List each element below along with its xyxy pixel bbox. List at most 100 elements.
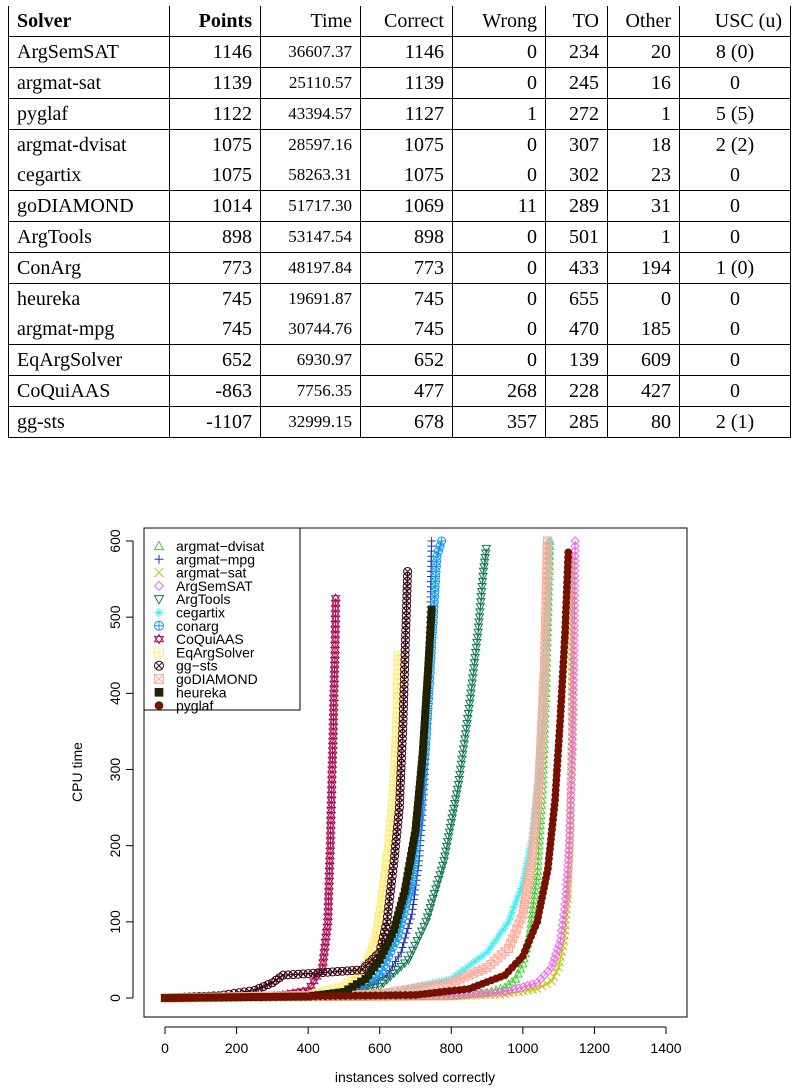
data-point [461, 989, 471, 1000]
data-point [382, 976, 392, 985]
data-point [518, 981, 529, 992]
data-point [531, 875, 542, 885]
cell-correct: 477 [360, 375, 453, 407]
cell-to: 655 [545, 283, 608, 314]
data-point [467, 960, 476, 969]
cell-wrong: 0 [452, 67, 546, 99]
cell-wrong: 1 [452, 98, 546, 130]
data-point [466, 989, 476, 1000]
header-wrong: Wrong [452, 6, 546, 37]
cell-to: 289 [545, 190, 608, 222]
legend-marker [154, 701, 164, 710]
data-point [514, 983, 524, 993]
cell-solver: cegartix [8, 160, 170, 191]
cell-wrong: 0 [452, 252, 546, 284]
table-row: goDIAMOND 1014 51717.30 1069 11 289 31 0 [8, 190, 791, 222]
data-point [535, 825, 545, 835]
data-point [396, 962, 407, 972]
data-point [515, 963, 526, 973]
data-point [532, 866, 543, 875]
data-point [529, 890, 540, 899]
cell-points: -863 [169, 375, 261, 407]
data-point [537, 981, 547, 991]
data-point [500, 987, 510, 997]
data-point [470, 654, 480, 663]
y-tick-label: 200 [107, 834, 123, 858]
data-point [508, 908, 517, 917]
cell-usc: 1 (0) [679, 252, 791, 284]
data-point [486, 943, 495, 952]
data-point [374, 982, 385, 992]
data-point [569, 580, 580, 591]
data-point [410, 890, 419, 899]
cell-points: 1014 [169, 190, 261, 222]
cell-solver: ArgTools [8, 221, 170, 253]
data-point [467, 674, 478, 684]
table-row: CoQuiAAS -863 7756.35 477 268 228 427 0 [8, 375, 791, 407]
x-tick-label: 1200 [579, 1040, 610, 1056]
data-point [469, 659, 480, 668]
y-tick-label: 100 [107, 910, 123, 934]
cell-points: 652 [169, 344, 261, 376]
cell-points: 1139 [169, 67, 261, 99]
cell-usc: 2 (1) [679, 406, 791, 438]
x-tick-label: 600 [368, 1040, 392, 1056]
data-point [483, 948, 492, 957]
cell-wrong: 0 [452, 283, 546, 314]
cell-usc: 8 (0) [679, 36, 791, 68]
data-point [555, 957, 565, 967]
data-point [451, 971, 460, 980]
cell-to: 139 [545, 344, 608, 376]
data-point [368, 942, 378, 952]
x-tick-label: 400 [296, 1040, 320, 1056]
data-point [375, 970, 385, 980]
cell-time: 32999.15 [260, 406, 361, 438]
data-point [399, 938, 408, 947]
data-point [554, 963, 563, 972]
cell-time: 53147.54 [260, 221, 361, 253]
data-point [467, 679, 478, 689]
data-point [403, 924, 412, 933]
data-point [562, 879, 572, 890]
data-point [489, 939, 498, 948]
cell-time: 28597.16 [260, 129, 361, 160]
data-point [369, 983, 380, 993]
cell-to: 245 [545, 67, 608, 99]
data-point [403, 956, 414, 965]
data-point [435, 541, 445, 551]
data-point [545, 542, 554, 551]
data-point [405, 951, 416, 961]
header-usc: USC (u) [679, 6, 791, 37]
cell-solver: argmat-mpg [8, 314, 170, 345]
cell-usc: 0 [679, 314, 791, 345]
data-point [566, 769, 577, 780]
data-point [568, 700, 578, 710]
data-point [404, 984, 413, 993]
cell-wrong: 268 [452, 375, 546, 407]
y-axis-label: CPU time [69, 742, 85, 802]
data-point [556, 930, 566, 941]
data-point [570, 576, 580, 586]
cell-correct: 1075 [360, 129, 453, 160]
data-point [567, 734, 578, 745]
data-point [406, 914, 415, 923]
data-point [566, 785, 576, 795]
cell-usc: 0 [679, 221, 791, 253]
cell-points: 1075 [169, 160, 261, 191]
data-point [569, 610, 580, 621]
data-point [476, 593, 487, 602]
data-point [479, 951, 488, 960]
cell-wrong: 0 [452, 129, 546, 160]
data-point [434, 546, 444, 556]
cell-time: 43394.57 [260, 98, 361, 130]
data-point [557, 925, 567, 936]
data-point [480, 988, 491, 998]
data-point [568, 690, 579, 700]
data-point [549, 972, 559, 982]
results-table: Solver Points Time Correct Wrong TO Othe… [8, 6, 791, 438]
table-header-row: Solver Points Time Correct Wrong TO Othe… [8, 6, 791, 37]
data-point [567, 749, 577, 759]
legend-label: pyglaf [176, 698, 213, 714]
data-point [492, 935, 501, 944]
cell-time: 48197.84 [260, 252, 361, 284]
